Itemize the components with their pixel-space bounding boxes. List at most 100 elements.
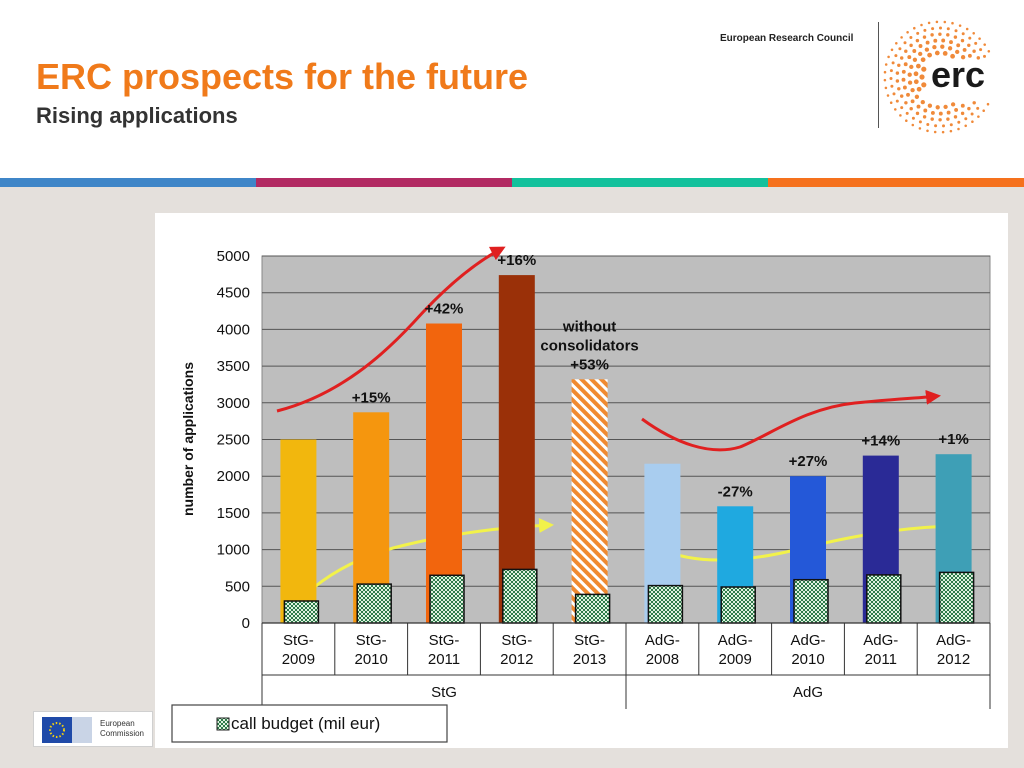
logo-dot — [912, 49, 917, 53]
logo-dot — [927, 21, 931, 25]
logo-dot — [972, 49, 976, 53]
logo-dot — [883, 70, 887, 74]
logo-dot — [982, 109, 985, 112]
logo-dot — [954, 29, 958, 33]
logo-dot — [909, 36, 913, 39]
logo-dot — [946, 117, 950, 121]
x-category-label: StG-2010 — [355, 632, 388, 668]
logo-dot — [904, 49, 908, 53]
logo-dot — [916, 63, 921, 69]
application-change-label: +27% — [789, 453, 828, 470]
logo-dot — [907, 72, 912, 77]
logo-dot — [890, 48, 894, 52]
logo-dot — [884, 63, 888, 66]
logo-dot — [942, 51, 948, 56]
budget-bar — [502, 568, 538, 624]
logo-dot — [958, 24, 962, 27]
application-change-label: +15% — [352, 389, 391, 406]
application-bar — [426, 323, 462, 623]
logo-dot — [916, 31, 920, 35]
logo-dot — [889, 77, 893, 80]
logo-dot — [968, 36, 972, 40]
logo-dot — [906, 31, 909, 34]
x-axis-table: StG-2009 StG-2010 StG-2011 StG-2012 StG-2013… — [261, 622, 991, 709]
logo-dot — [943, 104, 948, 110]
logo-dot — [911, 123, 915, 127]
logo-dot — [941, 38, 946, 43]
logo-dot — [887, 55, 890, 59]
logo-dot — [934, 124, 938, 128]
logo-dot — [910, 99, 915, 104]
ec-text-line2: Commission — [100, 729, 145, 738]
logo-dot — [960, 111, 965, 116]
logo-dot — [949, 123, 953, 127]
logo-dot — [901, 69, 906, 74]
logo-dot — [953, 115, 958, 119]
x-category-label: AdG-2008 — [645, 632, 680, 668]
stripe-orange — [768, 178, 1024, 187]
logo-dot — [927, 103, 933, 108]
y-tick-label: 4500 — [217, 285, 250, 302]
logo-dot — [919, 74, 925, 80]
logo-dot — [923, 108, 928, 113]
logo-dot — [901, 77, 906, 82]
legend-label: call budget (mil eur) — [231, 714, 380, 733]
application-bar — [498, 275, 535, 623]
logo-dot — [974, 41, 978, 45]
logo-dot — [935, 20, 939, 24]
logo-dot — [900, 36, 903, 39]
ec-text-line1: European — [100, 719, 135, 728]
logo-dot — [946, 110, 951, 115]
logo-dot — [930, 110, 935, 115]
erc-logo-text: erc — [931, 54, 985, 95]
logo-dot — [890, 84, 894, 88]
logo-dot — [946, 33, 950, 37]
eu-flag-icon — [42, 717, 92, 743]
color-stripe — [0, 178, 1024, 187]
logo-dot — [898, 47, 902, 51]
logo-dot — [884, 86, 888, 90]
logo-dot — [909, 64, 914, 70]
trend-arrow-stg-applications — [276, 246, 506, 413]
logo-dot — [905, 111, 909, 115]
logo-dot — [949, 40, 953, 45]
x-category-label: StG-2013 — [573, 632, 606, 668]
logo-dot — [964, 117, 968, 121]
logo-dot — [930, 117, 934, 121]
logo-dot — [925, 40, 930, 45]
budget-bar — [429, 574, 465, 624]
logo-dot — [967, 53, 972, 58]
logo-dot — [891, 61, 895, 65]
y-tick-label: 0 — [242, 615, 250, 632]
application-change-label: -27% — [718, 483, 753, 500]
logo-dot — [938, 32, 942, 36]
logo-dot — [939, 26, 942, 30]
logo-dot — [970, 112, 974, 116]
application-bar — [571, 379, 608, 623]
logo-dot — [907, 80, 913, 85]
logo-dot — [935, 105, 940, 110]
logo-dot — [983, 54, 986, 58]
applications-chart: 0 500 1000 1500 2000 2500 3000 3500 4000 4500 5000… — [171, 246, 991, 743]
y-tick-label: 1500 — [217, 505, 250, 522]
y-tick-label: 2500 — [217, 432, 250, 449]
logo-dot — [895, 71, 900, 75]
budget-bar — [283, 600, 320, 624]
logo-dot — [965, 27, 969, 31]
logo-dot — [897, 63, 901, 68]
logo-dot — [976, 106, 980, 110]
logo-dot — [912, 57, 918, 62]
logo-dot — [951, 21, 954, 25]
slide-subtitle: Rising applications — [36, 103, 238, 128]
logo-dot — [954, 107, 959, 112]
logo-dot — [909, 43, 913, 48]
logo-dot — [932, 44, 937, 50]
y-tick-label: 1000 — [217, 542, 250, 559]
logo-dot — [957, 120, 961, 124]
chart-panel: 0 500 1000 1500 2000 2500 3000 3500 4000 4500 5000… — [155, 213, 1008, 748]
ec-text: European Commission — [100, 719, 144, 739]
logo-dot — [897, 87, 901, 91]
logo-dot — [946, 27, 950, 31]
budget-bar — [938, 571, 975, 624]
logo-dot — [930, 33, 934, 37]
